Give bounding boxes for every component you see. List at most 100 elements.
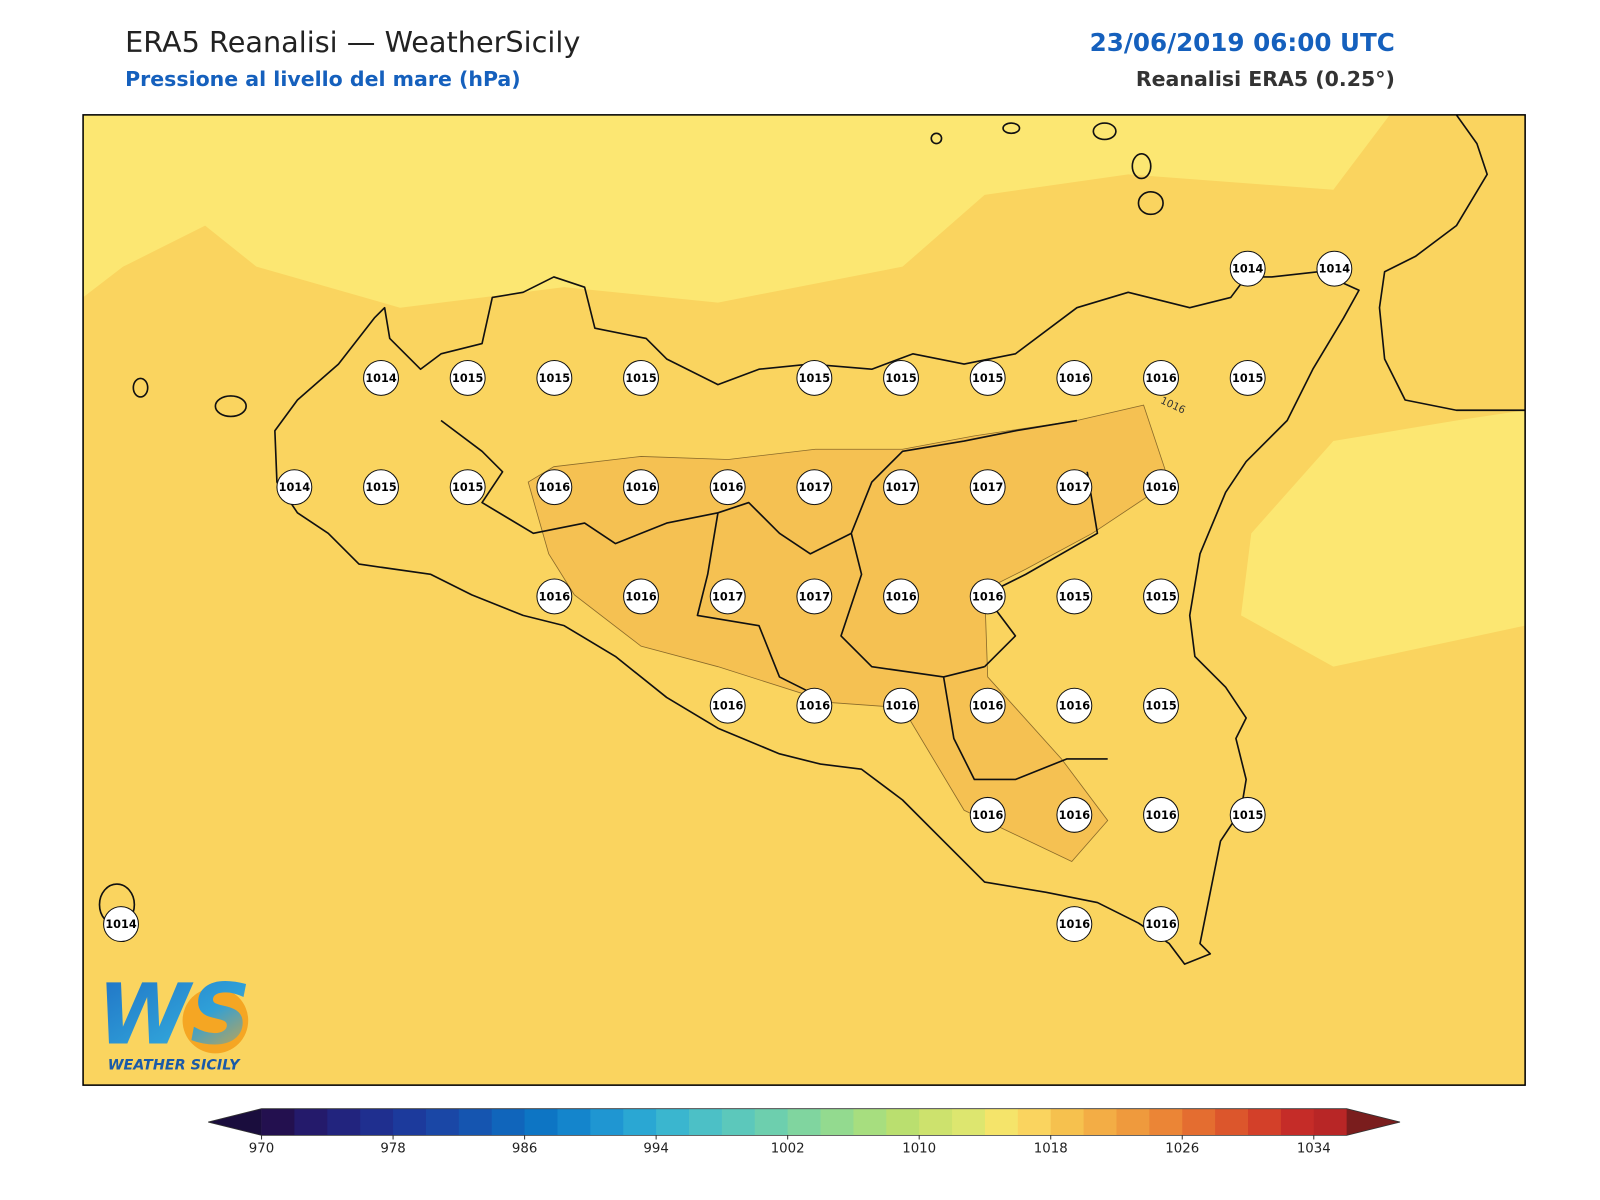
station-marker [1316,250,1353,287]
colorbar-tick-label: 1002 [771,1142,805,1157]
pressure-band [1241,410,1526,667]
colorbar-bin [1149,1108,1183,1136]
station-marker [449,469,486,506]
coastline [1378,114,1526,412]
station-marker [1056,796,1093,833]
station-marker [449,359,486,396]
colorbar-bin [261,1108,295,1136]
colorbar-bin [1182,1108,1216,1136]
station-marker [1229,359,1266,396]
colorbar-tick-label: 1010 [902,1142,936,1157]
station-value: 1015 [1232,372,1264,385]
logo-name: WEATHER SICILY [108,1058,241,1074]
station-marker [623,578,659,615]
colorbar-tick-label: 970 [249,1142,274,1157]
station-value: 1016 [625,481,657,494]
station-marker [1143,469,1179,506]
colorbar-bin [787,1108,822,1136]
station-marker [1229,796,1266,833]
station-value: 1016 [972,590,1004,603]
station-marker [969,469,1006,506]
colorbar-bin [754,1108,789,1136]
colorbar-bin [1248,1108,1282,1136]
colorbar-bin [425,1108,460,1136]
colorbar-bin [393,1108,427,1136]
colorbar-bin [1280,1108,1315,1136]
station-value: 1016 [1145,372,1177,385]
station-value: 1016 [972,700,1004,713]
station-marker [1056,578,1093,615]
map: 1016 1014 1014 1014 1015 1015 1015 1015 1015 101… [83,114,1526,1086]
station-marker [709,687,746,724]
station-marker [363,359,399,396]
station-marker [709,578,746,615]
coastline [274,270,1360,965]
colorbar-under [208,1108,262,1136]
station-value: 1016 [1145,481,1177,494]
station-value: 1015 [452,372,484,385]
colorbar-bin [590,1108,624,1136]
station-value: 1016 [799,700,831,713]
station-value: 1014 [365,372,397,385]
colorbar-bin [458,1108,493,1136]
colorbar-tick-label: 1018 [1034,1142,1068,1157]
title: ERA5 Reanalisi — WeatherSicily [125,25,580,59]
colorbar-bin [820,1108,854,1136]
station-value: 1016 [539,481,571,494]
colorbar-bin [1116,1108,1150,1136]
station-marker [623,469,659,506]
colorbar-bin [1050,1108,1085,1136]
station-value: 1015 [1145,700,1177,713]
colorbar-bin [524,1108,558,1136]
station-marker [1056,687,1093,724]
station-marker [1056,906,1093,943]
island [1002,122,1021,135]
colorbar-bin [360,1108,394,1136]
station-marker [883,578,919,615]
station-value: 1014 [105,918,137,931]
pressure-band [83,114,1390,308]
station-marker [1143,359,1179,396]
station-marker [969,796,1006,833]
station-value: 1016 [712,700,744,713]
station-value: 1017 [972,481,1003,494]
colorbar-bin [327,1108,361,1136]
province-borders [440,419,1108,781]
station-value: 1015 [452,481,484,494]
colorbar-over [1346,1108,1400,1136]
station-value: 1015 [885,372,917,385]
station-value: 1016 [625,590,657,603]
colorbar-bin [557,1108,591,1136]
colorbar-bin [952,1108,986,1136]
colorbar-bin [491,1108,526,1136]
colorbar-tick-label: 1034 [1297,1142,1331,1157]
station-value: 1016 [1059,918,1091,931]
island [214,395,247,418]
station-marker [883,469,919,506]
station-value: 1016 [972,809,1004,822]
station-marker [536,578,573,615]
station-marker [969,687,1006,724]
colorbar-bin [1313,1108,1348,1136]
station-marker [363,469,399,506]
station-marker [103,906,139,943]
station-marker [1143,578,1179,615]
station-marker [796,359,833,396]
station-value: 1016 [712,481,744,494]
station-value: 1014 [279,481,311,494]
island [1137,190,1164,216]
station-value: 1017 [885,481,916,494]
station-marker [536,359,573,396]
station-value: 1015 [625,372,657,385]
station-value: 1016 [885,590,917,603]
station-value: 1016 [885,700,917,713]
island [1092,122,1117,141]
colorbar-bin [294,1108,328,1136]
station-marker [623,359,659,396]
station-marker [1143,796,1179,833]
colorbar-bin [919,1108,953,1136]
station-marker [1056,359,1093,396]
station-value: 1016 [1145,809,1177,822]
